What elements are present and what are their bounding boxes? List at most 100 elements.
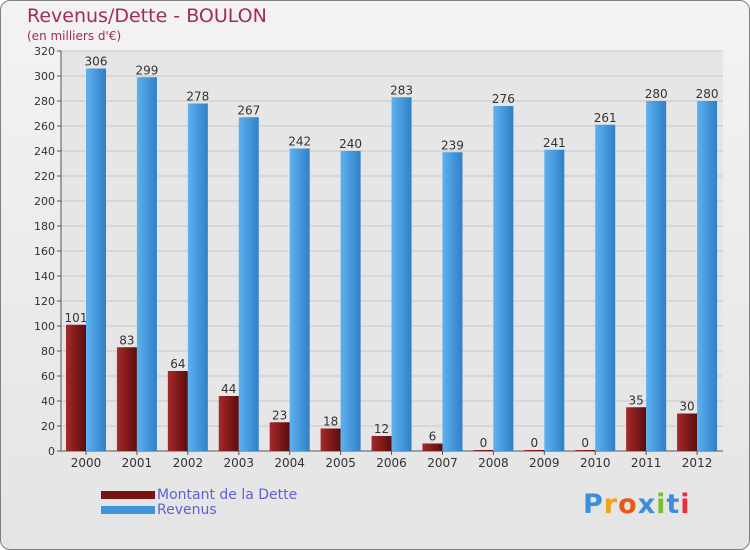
bar-dette (269, 422, 290, 451)
legend-item-dette: Montant de la Dette (101, 487, 297, 503)
bar-revenus (595, 124, 616, 451)
data-label-revenus: 240 (339, 137, 362, 151)
bar-dette (371, 436, 392, 451)
y-tick-label: 180 (34, 220, 55, 233)
x-tick-label: 2012 (682, 456, 713, 470)
data-label-dette: 44 (221, 382, 236, 396)
proxiti-logo: Proxiti (583, 489, 691, 520)
data-label-dette: 18 (323, 415, 338, 429)
x-tick-label: 2010 (580, 456, 611, 470)
data-label-dette: 0 (480, 436, 488, 450)
data-label-dette: 30 (679, 400, 694, 414)
bar-dette (524, 450, 545, 451)
chart-subtitle: (en milliers d'€) (27, 29, 122, 43)
bar-revenus (289, 148, 310, 451)
y-tick-label: 80 (41, 345, 55, 358)
data-label-revenus: 242 (288, 135, 311, 149)
logo-letter: i (656, 489, 667, 520)
y-tick-label: 220 (34, 170, 55, 183)
bar-dette (626, 407, 647, 451)
data-label-revenus: 261 (594, 111, 617, 125)
data-label-revenus: 280 (696, 87, 719, 101)
x-tick-label: 2004 (274, 456, 305, 470)
data-label-dette: 101 (65, 311, 88, 325)
logo-letter: x (637, 489, 657, 520)
y-tick-label: 0 (48, 445, 55, 458)
bar-revenus (136, 77, 157, 451)
bar-revenus (493, 106, 514, 451)
y-tick-label: 200 (34, 195, 55, 208)
bar-revenus (86, 68, 106, 451)
legend-swatch-dette (101, 491, 155, 499)
logo-letter: P (583, 489, 604, 520)
data-label-revenus: 283 (390, 83, 413, 97)
legend-label-dette: Montant de la Dette (157, 487, 298, 503)
bar-revenus (544, 149, 565, 451)
y-tick-label: 260 (34, 120, 55, 133)
y-tick-label: 100 (34, 320, 55, 333)
data-label-dette: 64 (170, 357, 185, 371)
bar-revenus (646, 101, 667, 451)
x-tick-label: 2002 (173, 456, 204, 470)
data-label-revenus: 267 (237, 103, 260, 117)
legend-swatch-revenus (101, 506, 155, 514)
bar-revenus (340, 151, 361, 451)
x-tick-label: 2000 (71, 456, 102, 470)
x-tick-label: 2006 (376, 456, 407, 470)
bar-dette (422, 443, 443, 451)
x-tick-label: 2005 (325, 456, 356, 470)
y-tick-label: 120 (34, 295, 55, 308)
data-label-revenus: 299 (135, 63, 158, 77)
bar-revenus (391, 97, 412, 451)
data-label-revenus: 278 (186, 90, 209, 104)
data-label-revenus: 239 (441, 138, 464, 152)
x-tick-label: 2008 (478, 456, 509, 470)
legend-label-revenus: Revenus (157, 502, 217, 518)
data-label-dette: 35 (629, 393, 644, 407)
x-tick-label: 2001 (122, 456, 153, 470)
bar-dette (575, 450, 596, 451)
y-tick-label: 240 (34, 145, 55, 158)
data-label-revenus: 276 (492, 92, 515, 106)
bar-dette (677, 413, 698, 451)
legend-item-revenus: Revenus (101, 502, 217, 518)
logo-letter: t (666, 489, 681, 520)
data-label-revenus: 241 (543, 136, 566, 150)
y-tick-label: 20 (41, 420, 55, 433)
x-tick-label: 2007 (427, 456, 458, 470)
data-label-dette: 6 (429, 430, 437, 444)
bar-dette (116, 347, 137, 451)
bar-chart: 0204060801001201401601802002202402602803… (34, 45, 723, 470)
y-tick-label: 60 (41, 370, 55, 383)
bar-dette (473, 450, 494, 451)
logo-letter: r (603, 489, 619, 520)
y-tick-label: 160 (34, 245, 55, 258)
y-tick-label: 280 (34, 95, 55, 108)
bar-dette (218, 396, 239, 451)
bar-revenus (238, 117, 259, 451)
bar-revenus (187, 103, 208, 451)
data-label-dette: 0 (581, 436, 589, 450)
x-tick-label: 2009 (529, 456, 560, 470)
data-label-dette: 12 (374, 422, 389, 436)
bar-dette (167, 371, 188, 451)
x-tick-label: 2003 (223, 456, 254, 470)
data-label-dette: 23 (272, 408, 287, 422)
logo-letter: i (680, 489, 691, 520)
logo-letter: o (618, 489, 638, 520)
x-tick-label: 2011 (631, 456, 662, 470)
data-label-revenus: 306 (85, 55, 108, 69)
data-label-revenus: 280 (645, 87, 668, 101)
bar-revenus (697, 101, 718, 451)
data-label-dette: 83 (119, 333, 134, 347)
bar-revenus (442, 152, 463, 451)
bar-dette (66, 324, 86, 451)
data-label-dette: 0 (530, 436, 538, 450)
y-tick-label: 140 (34, 270, 55, 283)
chart-title: Revenus/Dette - BOULON (27, 5, 267, 27)
y-tick-label: 300 (34, 70, 55, 83)
y-tick-label: 40 (41, 395, 55, 408)
y-tick-label: 320 (34, 45, 55, 58)
bar-dette (320, 428, 341, 451)
